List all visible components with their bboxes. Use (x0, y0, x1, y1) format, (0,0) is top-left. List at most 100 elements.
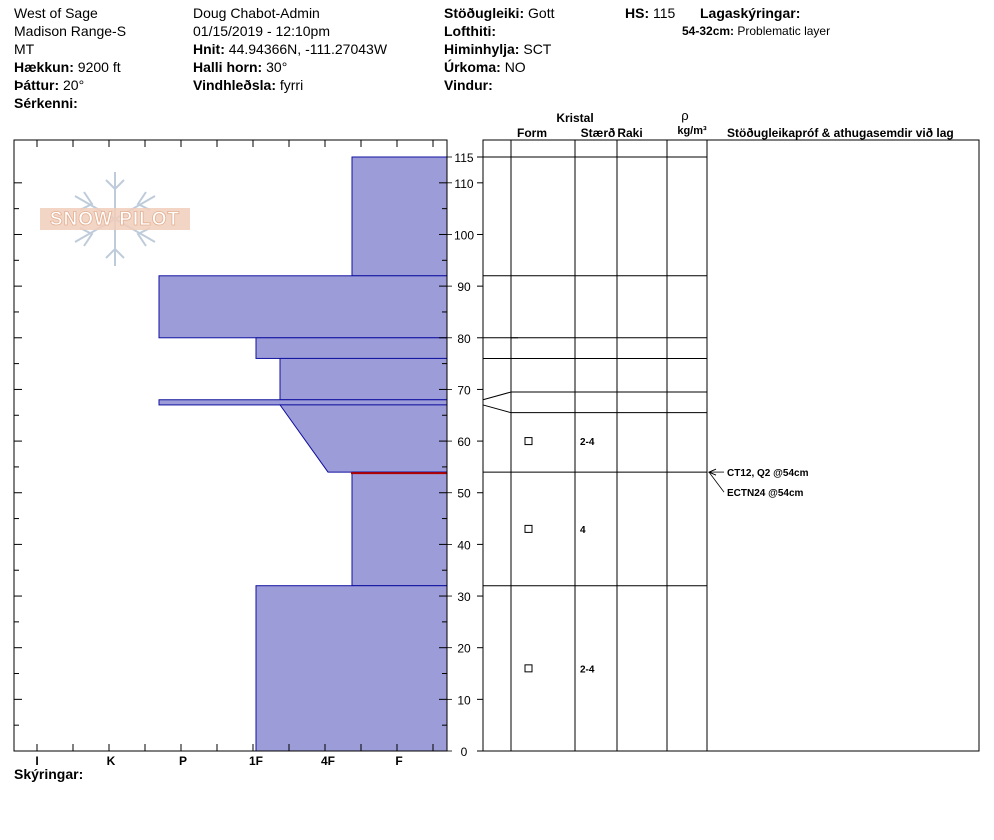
hardness-axis: I K P 1F 4F F (35, 754, 402, 768)
depth-tick-label: 0 (461, 745, 468, 759)
wind-loading-label: Vindhleðsla: (193, 77, 276, 93)
hardness-layer (279, 357, 448, 401)
state-name: MT (14, 41, 35, 57)
size-header: Stærð (581, 126, 616, 140)
density-unit: kg/m³ (677, 125, 707, 137)
observer-name: Doug Chabot-Admin (193, 5, 320, 21)
grain-size-label: 2-4 (580, 437, 595, 448)
location-name: West of Sage (14, 5, 98, 21)
density-symbol: ρ (681, 108, 688, 123)
depth-tick-label: 90 (457, 280, 471, 294)
stability-test-pointer (708, 471, 725, 493)
slope-angle-label: Halli horn: (193, 59, 263, 75)
depth-tick-label: 40 (457, 538, 471, 552)
depth-axis: 0 10 20 30 40 50 60 70 80 90 100 110 115 (447, 151, 483, 759)
stability-test-label: CT12, Q2 @54cm (727, 468, 809, 479)
tests-header: Stöðugleikapróf & athugasemdir við lag (727, 126, 954, 140)
snow-height: HS: 115 (625, 4, 675, 22)
depth-tick-label: 50 (457, 487, 471, 501)
specifics-label: Sérkenni: (14, 95, 78, 111)
arrow-head-icon (707, 468, 717, 476)
hardness-tick-label: 4F (321, 754, 335, 768)
sky-cover: Himinhylja: SCT (444, 40, 551, 58)
grain-form-square-icon (524, 524, 533, 533)
stability-label: Stöðugleiki: (444, 5, 525, 21)
slope-angle-value: 30° (266, 59, 288, 75)
hardness-layer (279, 404, 448, 473)
hardness-tick-label: F (395, 754, 402, 768)
layer-connector (482, 404, 512, 414)
logo-text: SNOW PILOT (50, 209, 180, 230)
depth-tick-label: 115 (454, 151, 473, 165)
hardness-layer (255, 585, 448, 752)
hardness-tick-label: K (107, 754, 116, 768)
layer-notes-title: Lagaskýringar: (700, 4, 800, 22)
notes-label: Skýringar: (14, 766, 84, 782)
hardness-tick-label: I (35, 754, 38, 768)
elevation: Hækkun: 9200 ft (14, 58, 121, 76)
sky-cover-label: Himinhylja: (444, 41, 520, 57)
notes: Skýringar: (14, 765, 83, 783)
form-header: Form (517, 126, 547, 140)
coordinates-label: Hnit: (193, 41, 225, 57)
elevation-label: Hækkun: (14, 59, 74, 75)
grain-size-label: 4 (580, 525, 586, 536)
snow-height-value: 115 (653, 5, 676, 21)
aspect-label: Þáttur: (14, 77, 60, 93)
hardness-layers (158, 156, 448, 752)
depth-tick-label: 100 (454, 228, 474, 242)
crystal-header: Kristal (556, 111, 593, 125)
depth-tick-label: 80 (457, 332, 471, 346)
sky-cover-value: SCT (523, 41, 552, 57)
layer-note-text: Problematic layer (737, 24, 831, 38)
observation-datetime: 01/15/2019 - 12:10pm (193, 23, 330, 39)
layer-connector (482, 391, 512, 401)
depth-tick-label: 30 (457, 590, 471, 604)
stability-value: Gott (528, 5, 555, 21)
hardness-plot-frame (13, 139, 448, 752)
depth-tick-label: 60 (457, 435, 471, 449)
hardness-tick-label: 1F (249, 754, 263, 768)
wind-loading: Vindhleðsla: fyrri (193, 76, 303, 94)
depth-tick-label: 10 (457, 693, 471, 707)
slope-angle: Halli horn: 30° (193, 58, 287, 76)
layer-note-range: 54-32cm: (682, 24, 735, 38)
grain-form-square-icon (524, 664, 533, 673)
layer-table-rows (482, 156, 707, 587)
precipitation-label: Úrkoma: (444, 59, 501, 75)
hardness-layer (351, 471, 448, 587)
snowpilot-logo: SNOW PILOT (40, 172, 190, 266)
hardness-layer (158, 275, 448, 339)
moisture-header: Raki (617, 126, 642, 140)
wind: Vindur: (444, 76, 493, 94)
aspect-value: 20° (63, 77, 85, 93)
depth-tick-label: 110 (454, 177, 473, 191)
snow-height-label: HS: (625, 5, 650, 21)
precipitation: Úrkoma: NO (444, 58, 526, 76)
aspect: Þáttur: 20° (14, 76, 84, 94)
wind-label: Vindur: (444, 77, 493, 93)
stability-test-label: ECTN24 @54cm (727, 488, 804, 499)
hardness-tick-label: P (179, 754, 187, 768)
grain-entries: 2-4 4 2-4 (524, 437, 595, 675)
coordinates-value: 44.94366N, -111.27043W (228, 41, 388, 57)
layer-notes-label: Lagaskýringar: (700, 5, 801, 21)
depth-tick-label: 20 (457, 642, 471, 656)
elevation-value: 9200 ft (77, 59, 121, 75)
layer-table (482, 139, 980, 752)
hardness-layer (255, 337, 448, 359)
precipitation-value: NO (504, 59, 526, 75)
range-name: Madison Range-S (14, 23, 127, 39)
layer-note: 54-32cm: Problematic layer (682, 22, 830, 40)
specifics: Sérkenni: (14, 94, 78, 112)
hardness-plot-ticks (14, 140, 447, 751)
stability: Stöðugleiki: Gott (444, 4, 554, 22)
grain-size-label: 2-4 (580, 664, 595, 675)
depth-tick-label: 70 (457, 383, 471, 397)
air-temperature: Lofthiti: (444, 22, 496, 40)
hardness-layer (351, 156, 448, 277)
grain-form-square-icon (524, 437, 533, 446)
air-temperature-label: Lofthiti: (444, 23, 497, 39)
coordinates: Hnit: 44.94366N, -111.27043W (193, 40, 387, 58)
